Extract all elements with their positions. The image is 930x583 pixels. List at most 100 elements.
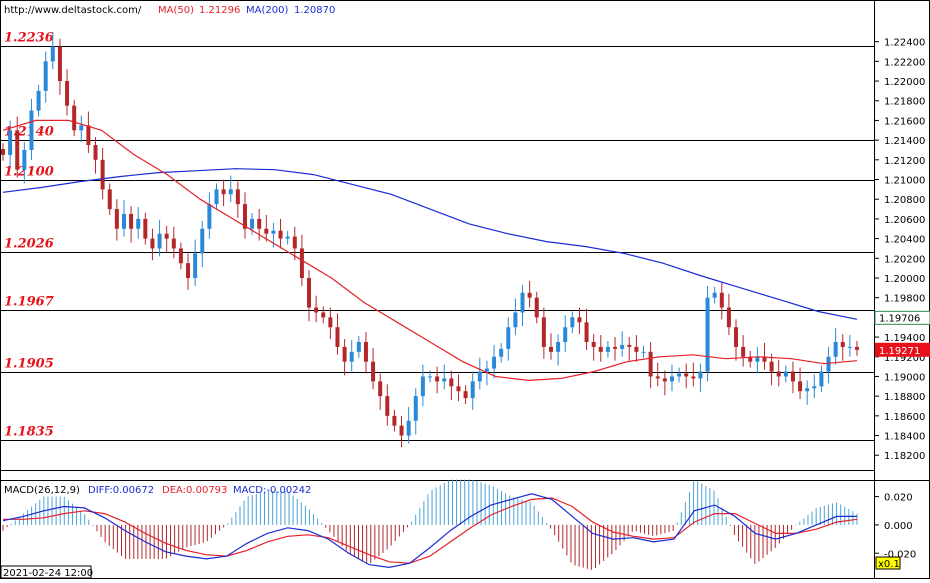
candle-body xyxy=(1,148,5,155)
candle-body xyxy=(349,351,354,362)
candle-body xyxy=(506,327,511,349)
candle-body xyxy=(321,312,326,318)
candle-body xyxy=(762,356,767,362)
candle-body xyxy=(242,204,247,229)
price-tag-text: 1.19706 xyxy=(879,313,920,324)
candle-body xyxy=(100,159,105,190)
price-tick-label: 1.21400 xyxy=(884,136,925,147)
candle-body xyxy=(8,130,13,155)
candle-body xyxy=(143,218,148,239)
price-tick-label: 1.22200 xyxy=(884,57,925,68)
candle-body xyxy=(136,218,141,229)
zoom-box[interactable] xyxy=(875,556,901,570)
candle-body xyxy=(477,371,482,382)
candle-body xyxy=(186,263,191,278)
candle-body xyxy=(790,371,795,382)
candle-body xyxy=(684,373,689,377)
ma50-line xyxy=(2,119,858,382)
level-label: 1.2026 xyxy=(4,237,54,252)
candle-body xyxy=(250,218,255,229)
date-box xyxy=(0,565,92,579)
candle-body xyxy=(200,228,205,254)
macd-tick-label: 0.020 xyxy=(884,493,913,504)
candle-body xyxy=(271,230,276,234)
candle-body xyxy=(278,230,283,239)
candle-body xyxy=(570,317,575,328)
candle-body xyxy=(178,248,183,264)
candle-body xyxy=(783,371,788,377)
candle-body xyxy=(677,373,682,377)
candle-body xyxy=(534,297,539,318)
candle-body xyxy=(221,189,226,195)
candle-body xyxy=(86,125,91,146)
candle-body xyxy=(285,236,290,239)
candle-body xyxy=(556,341,561,352)
candle-body xyxy=(584,322,589,342)
price-tick-label: 1.21800 xyxy=(884,97,925,108)
candle-body xyxy=(520,292,525,313)
macd-diff-line xyxy=(2,493,857,569)
candle-body xyxy=(798,381,803,392)
candle-body xyxy=(591,341,596,347)
candle-body xyxy=(392,415,397,426)
moving-averages xyxy=(2,119,858,382)
candle-body xyxy=(819,371,824,387)
candle-body xyxy=(72,105,77,131)
candle-body xyxy=(741,346,746,357)
candle-body xyxy=(755,356,760,362)
candle-body xyxy=(420,376,425,397)
level-label: 1.2100 xyxy=(4,165,54,180)
price-tick-label: 1.22000 xyxy=(884,77,925,88)
ma200-line xyxy=(2,168,858,320)
price-tick-label: 1.18800 xyxy=(884,392,925,403)
price-tick-label: 1.19800 xyxy=(884,294,925,305)
candle-body xyxy=(776,371,781,377)
candle-body xyxy=(833,341,838,357)
candle-body xyxy=(719,292,724,308)
candle-body xyxy=(548,346,553,352)
candle-body xyxy=(563,327,568,342)
price-tick-label: 1.18600 xyxy=(884,412,925,423)
candle-body xyxy=(513,312,518,328)
ma50-value: 1.21296 xyxy=(199,5,240,16)
site-url: http://www.deltastock.com/ xyxy=(4,5,142,16)
price-tick-label: 1.21200 xyxy=(884,156,925,167)
candle-body xyxy=(527,292,532,298)
price-tag-box xyxy=(874,310,930,325)
candle-body xyxy=(107,189,112,210)
candle-body xyxy=(840,341,845,347)
candles xyxy=(1,32,859,448)
candle-body xyxy=(378,381,383,397)
candle-body xyxy=(541,317,546,347)
candle-body xyxy=(235,189,240,205)
macd-dea-line xyxy=(3,497,858,564)
candle-body xyxy=(150,238,155,249)
candle-body xyxy=(22,149,27,170)
candle-body xyxy=(463,391,468,399)
candle-body xyxy=(399,425,404,436)
candle-body xyxy=(129,213,134,229)
candle-body xyxy=(214,189,219,205)
price-tags: 1.19706 1.19271 xyxy=(874,310,930,357)
candle-body xyxy=(470,381,475,399)
price-axis: 1.22400 1.22200 1.22000 1.21800 1.21600 1.214… xyxy=(874,38,925,462)
candle-body xyxy=(669,376,674,382)
candle-body xyxy=(371,361,376,382)
candle-body xyxy=(648,351,653,377)
candle-body xyxy=(50,46,55,62)
candle-body xyxy=(114,209,119,229)
candle-body xyxy=(698,371,703,379)
last-price-text: 1.19271 xyxy=(879,346,920,357)
candle-body xyxy=(328,317,333,328)
macd-tick-label: 0.000 xyxy=(884,521,913,532)
candle-body xyxy=(442,378,447,382)
date-label: 2021-02-24 12:00 xyxy=(3,568,93,579)
candle-body xyxy=(605,346,610,352)
candle-body xyxy=(712,292,717,298)
candle-body xyxy=(356,341,361,352)
candle-body xyxy=(413,396,418,421)
candle-body xyxy=(705,297,710,372)
candle-body xyxy=(456,386,461,392)
price-tick-label: 1.21600 xyxy=(884,116,925,127)
ma200-label: MA(200) xyxy=(246,5,288,16)
